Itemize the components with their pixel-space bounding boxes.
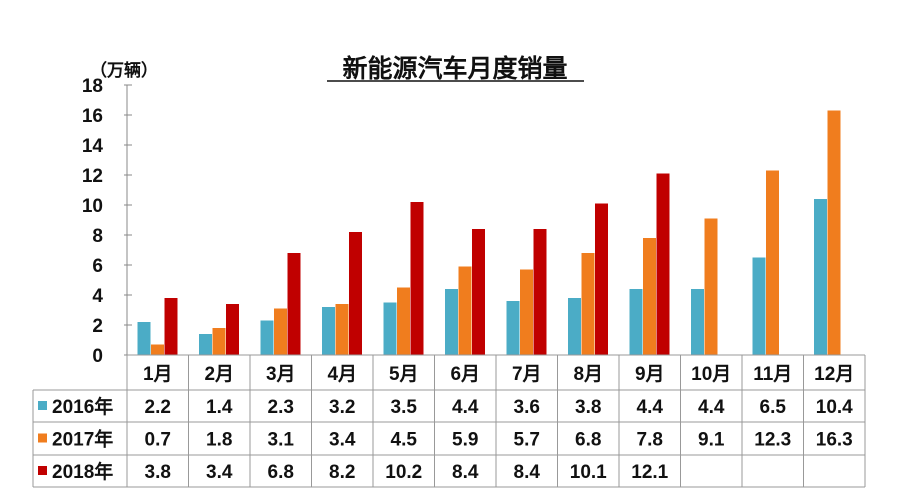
table-value: 12.3 — [754, 430, 791, 451]
table-value: 8.4 — [452, 462, 479, 483]
table-value: 6.5 — [760, 397, 787, 418]
table-value: 9.1 — [698, 430, 725, 451]
legend-label: 2018年 — [52, 460, 113, 483]
table-value: 6.8 — [575, 430, 601, 451]
month-label: 1月 — [143, 364, 173, 385]
bar-2016年-6月 — [445, 289, 458, 355]
bar-2018年-1月 — [164, 298, 178, 355]
bar-2017年-6月 — [458, 266, 472, 355]
table-value: 5.7 — [514, 430, 540, 451]
month-label: 2月 — [204, 364, 234, 385]
bar-2018年-4月 — [349, 232, 362, 355]
bar-2016年-9月 — [629, 289, 643, 355]
table-value: 3.4 — [329, 430, 356, 451]
month-label: 3月 — [266, 364, 296, 385]
month-label: 8月 — [573, 364, 603, 385]
y-tick-label: 10 — [82, 196, 103, 217]
bar-2016年-7月 — [506, 301, 520, 355]
bar-2016年-3月 — [260, 320, 274, 355]
y-tick-label: 4 — [92, 286, 103, 307]
month-label: 6月 — [450, 364, 480, 385]
bar-2016年-8月 — [568, 298, 581, 355]
legend-swatch-2016年 — [38, 401, 47, 410]
month-label: 10月 — [691, 364, 731, 385]
bar-2018年-3月 — [287, 253, 301, 355]
y-tick-label: 8 — [92, 226, 103, 247]
bar-2016年-1月 — [137, 322, 151, 355]
y-tick-label: 2 — [92, 316, 103, 337]
bar-2017年-9月 — [643, 238, 656, 355]
bar-2018年-8月 — [595, 203, 608, 355]
bar-2017年-12月 — [827, 110, 841, 355]
bar-2016年-2月 — [199, 334, 212, 355]
month-label: 11月 — [753, 364, 792, 385]
bar-2016年-4月 — [322, 307, 335, 355]
table-value: 10.2 — [385, 462, 422, 483]
legend-swatch-2018年 — [38, 466, 47, 475]
bar-2017年-8月 — [581, 253, 595, 355]
bar-2018年-5月 — [410, 202, 424, 355]
bar-2017年-5月 — [397, 287, 410, 355]
y-tick-label: 0 — [92, 346, 103, 367]
bar-2018年-9月 — [656, 173, 670, 355]
month-label: 9月 — [635, 364, 665, 385]
table-value: 2.2 — [145, 397, 171, 418]
bar-2018年-2月 — [226, 304, 239, 355]
table-value: 3.6 — [514, 397, 540, 418]
y-axis-unit-label: （万辆） — [90, 60, 158, 80]
bar-2017年-2月 — [212, 328, 226, 355]
y-tick-label: 16 — [82, 106, 103, 127]
month-label: 4月 — [327, 364, 357, 385]
table-value: 8.2 — [329, 462, 355, 483]
table-value: 3.4 — [206, 462, 233, 483]
table-value: 7.8 — [637, 430, 663, 451]
legend-swatch-2017年 — [38, 433, 47, 443]
table-value: 4.4 — [637, 397, 664, 418]
legend-label: 2016年 — [52, 395, 113, 418]
table-value: 1.4 — [206, 397, 233, 418]
table-value: 3.1 — [268, 430, 295, 451]
bar-2017年-4月 — [335, 304, 349, 355]
table-value: 8.4 — [514, 462, 541, 483]
bar-2016年-10月 — [691, 289, 704, 355]
table-value: 3.8 — [145, 462, 171, 483]
bar-2018年-6月 — [472, 229, 485, 355]
table-value: 1.8 — [206, 430, 232, 451]
table-value: 3.2 — [329, 397, 355, 418]
legend-label: 2017年 — [52, 428, 113, 451]
month-label: 12月 — [814, 364, 854, 385]
table-value: 0.7 — [145, 430, 171, 451]
table-value: 4.5 — [391, 430, 418, 451]
table-value: 5.9 — [452, 430, 478, 451]
table-value: 3.5 — [391, 397, 418, 418]
table-value: 6.8 — [268, 462, 294, 483]
table-value: 4.4 — [698, 397, 725, 418]
bar-2016年-5月 — [383, 302, 397, 355]
y-tick-label: 14 — [82, 136, 104, 157]
bar-2018年-7月 — [533, 229, 547, 355]
table-value: 10.4 — [816, 397, 853, 418]
table-value: 16.3 — [816, 430, 853, 451]
bar-2017年-10月 — [704, 218, 718, 355]
bar-2017年-1月 — [151, 344, 164, 355]
bar-2017年-11月 — [766, 170, 779, 355]
y-tick-label: 12 — [82, 166, 103, 187]
y-tick-label: 18 — [82, 76, 103, 97]
table-value: 10.1 — [570, 462, 607, 483]
chart-title: 新能源汽车月度销量 — [342, 54, 567, 83]
bar-2017年-3月 — [274, 308, 287, 355]
table-value: 2.3 — [268, 397, 294, 418]
table-value: 12.1 — [631, 462, 668, 483]
y-tick-label: 6 — [92, 256, 103, 277]
bar-2016年-11月 — [752, 257, 766, 355]
bar-2017年-7月 — [520, 269, 533, 355]
table-value: 4.4 — [452, 397, 479, 418]
month-label: 7月 — [512, 364, 542, 385]
table-value: 3.8 — [575, 397, 601, 418]
month-label: 5月 — [389, 364, 419, 385]
bar-2016年-12月 — [814, 199, 827, 355]
